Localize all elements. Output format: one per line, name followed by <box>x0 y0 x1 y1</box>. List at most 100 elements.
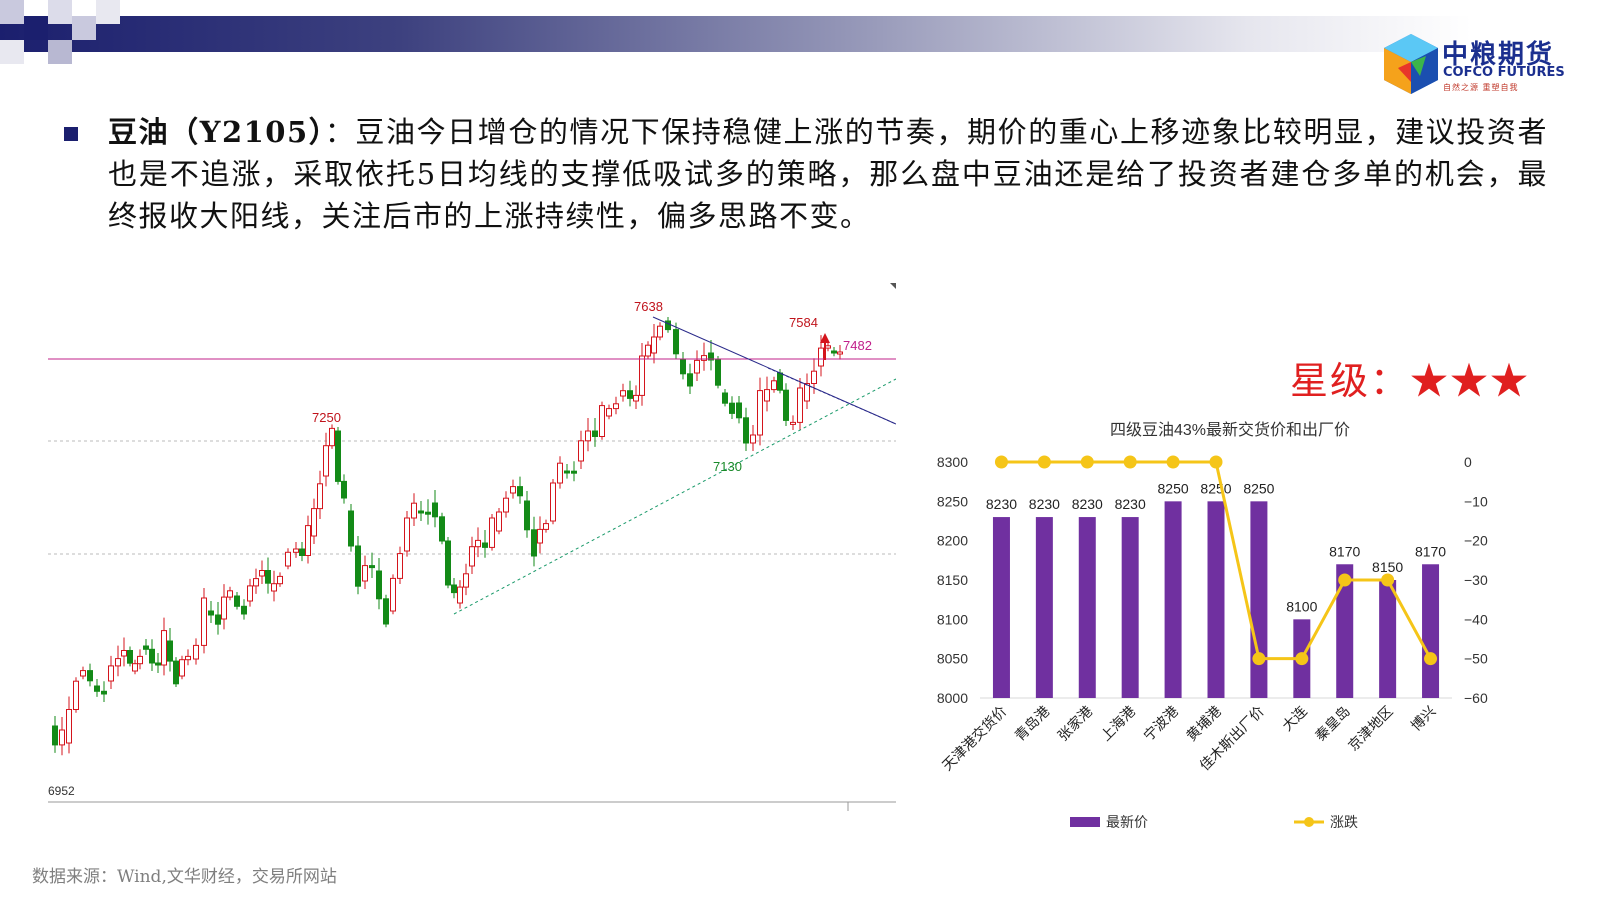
candle-body <box>482 542 488 548</box>
candle-body <box>87 670 93 682</box>
category-label: 天津港交货价 <box>939 703 1010 774</box>
candle-body <box>149 648 155 664</box>
left-axis-tick: 8250 <box>937 493 968 509</box>
cofco-logo-icon <box>1384 34 1438 94</box>
right-axis-tick: 0 <box>1464 454 1472 470</box>
candle-body <box>722 392 728 404</box>
candle-body <box>418 510 424 514</box>
candle-body <box>818 347 824 367</box>
candle-body <box>155 662 161 666</box>
candle-body <box>687 373 693 387</box>
price-data-label: 8230 <box>1072 496 1103 512</box>
candle-body <box>451 584 457 594</box>
candle-body <box>227 590 233 598</box>
price-data-label: 8250 <box>1158 480 1189 496</box>
candle-body <box>831 350 837 354</box>
candle-body <box>557 462 563 484</box>
candle-body <box>657 325 663 338</box>
change-point <box>1252 652 1266 666</box>
candle-body <box>73 680 79 711</box>
price-data-label: 8170 <box>1415 543 1446 559</box>
price-bar <box>1035 517 1053 698</box>
candle-body <box>132 663 138 672</box>
candle-body <box>59 729 65 746</box>
candle-body <box>432 502 438 518</box>
candle-body <box>335 430 341 482</box>
candle-body <box>179 659 185 677</box>
candle-body <box>173 660 179 685</box>
candle-body <box>620 390 626 397</box>
category-label: 京津地区 <box>1345 703 1396 754</box>
logo-text-en: COFCO FUTURES <box>1443 65 1565 80</box>
candle-body <box>348 510 354 547</box>
label-low: 7130 <box>713 459 742 474</box>
candle-body <box>599 405 605 437</box>
candle-body <box>247 585 253 602</box>
price-bar <box>1164 501 1182 698</box>
commentary-title: 豆油（Y2105） <box>108 115 325 149</box>
right-axis-tick: −60 <box>1464 690 1488 706</box>
right-axis-tick: −50 <box>1464 651 1488 667</box>
price-bar <box>1336 564 1354 698</box>
right-axis-tick: −30 <box>1464 572 1488 588</box>
header-square-decor <box>72 16 96 40</box>
candle-body <box>94 685 100 692</box>
candle-body <box>52 725 58 746</box>
candle-body <box>411 502 417 519</box>
candle-body <box>736 402 742 419</box>
candle-body <box>750 434 756 444</box>
label-start: 6952 <box>48 784 75 798</box>
candle-body <box>397 553 403 579</box>
left-axis-tick: 8200 <box>937 533 968 549</box>
category-label: 大连 <box>1279 703 1310 734</box>
right-axis-tick: −40 <box>1464 611 1488 627</box>
candle-body <box>639 355 645 396</box>
candle-body <box>285 551 291 567</box>
label-recent-high: 7584 <box>789 315 818 330</box>
change-point <box>1295 652 1309 666</box>
candle-body <box>265 570 271 584</box>
candle-body <box>376 570 382 600</box>
candle-body <box>293 548 299 553</box>
candle-body <box>80 670 86 677</box>
candle-body <box>469 546 475 567</box>
candle-body <box>143 645 149 650</box>
candle-body <box>571 470 577 474</box>
candle-body <box>503 497 509 513</box>
commentary-separator: ： <box>324 115 356 149</box>
candle-body <box>715 359 721 386</box>
candle-body <box>115 658 121 667</box>
candle-body <box>531 529 537 557</box>
candle-body <box>592 430 598 437</box>
change-point <box>1123 455 1137 469</box>
candle-body <box>680 358 686 375</box>
price-data-label: 8250 <box>1243 480 1274 496</box>
candle-body <box>645 344 651 357</box>
price-bar <box>1078 517 1096 698</box>
candle-body <box>606 408 612 417</box>
candle-body <box>825 345 831 349</box>
candle-body <box>708 352 714 361</box>
right-axis-tick: −10 <box>1464 493 1488 509</box>
left-axis-tick: 8300 <box>937 454 968 470</box>
candle-body <box>167 640 173 662</box>
price-bar <box>1250 501 1268 698</box>
candle-body <box>390 577 396 612</box>
label-high-1: 7250 <box>312 410 341 425</box>
candle-body <box>101 690 107 695</box>
category-label: 上海港 <box>1097 703 1138 744</box>
header-banner <box>0 16 1600 52</box>
header-square-decor <box>0 40 24 64</box>
price-data-label: 8100 <box>1286 598 1317 614</box>
candle-body <box>253 578 259 587</box>
legend-swatch-price <box>1070 817 1100 827</box>
label-high-2: 7638 <box>634 299 663 314</box>
candle-body <box>234 595 240 607</box>
candle-body <box>633 394 639 402</box>
data-source-note: 数据来源：Wind,文华财经，交易所网站 <box>32 867 337 887</box>
candle-body <box>811 370 817 384</box>
header-square-decor <box>48 40 72 64</box>
change-point <box>1424 652 1438 666</box>
header-square-decor <box>48 0 72 24</box>
candle-body <box>797 387 803 423</box>
